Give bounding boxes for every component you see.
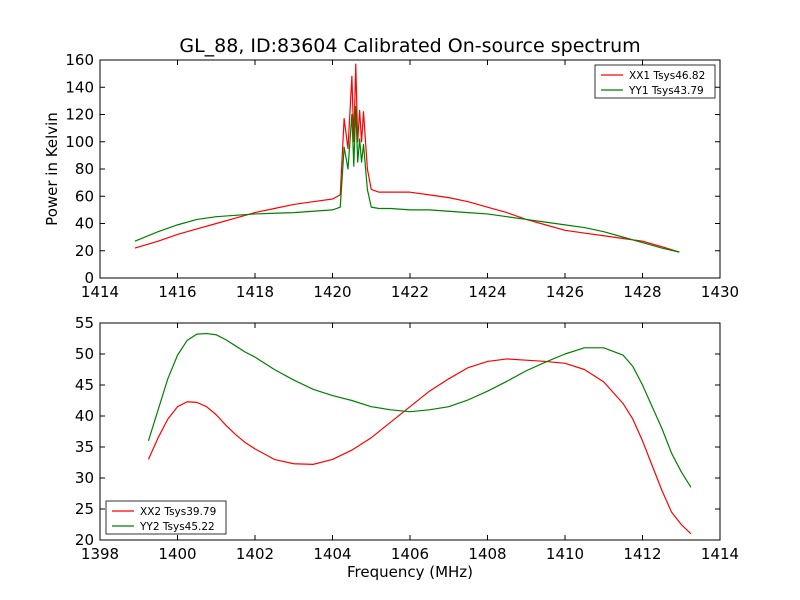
x-axis-label: Frequency (MHz) — [347, 563, 473, 581]
series-line-1-1 — [134, 63, 680, 253]
legend-entry: YY2 Tsys45.22 — [139, 521, 215, 533]
chart-title: GL_88, ID:83604 Calibrated On-source spe… — [179, 35, 640, 57]
y-tick-label: 100 — [65, 133, 94, 151]
y-tick-label: 160 — [65, 51, 94, 69]
legend: XX2 Tsys39.79 YY2 Tsys45.22 — [105, 500, 227, 535]
x-tick-label: 1430 — [701, 283, 739, 301]
y-tick-label: 80 — [75, 160, 94, 178]
series-line-2-1 — [147, 358, 692, 535]
x-tick-label: 1422 — [391, 283, 429, 301]
x-tick-label: 1420 — [313, 283, 351, 301]
y-axis-label: Power in Kelvin — [43, 112, 61, 226]
x-tick-label: 1412 — [623, 545, 661, 563]
y-tick-label: 0 — [84, 269, 94, 287]
x-tick-label: 1402 — [236, 545, 274, 563]
y-tick-label: 30 — [75, 469, 94, 487]
legend: XX1 Tsys46.82 YY1 Tsys43.79 — [594, 64, 716, 99]
y-tick-label: 120 — [65, 106, 94, 124]
y-tick-label: 55 — [75, 314, 94, 332]
x-tick-label: 1414 — [701, 545, 739, 563]
legend-box — [594, 64, 716, 99]
x-tick-label: 1418 — [236, 283, 274, 301]
y-tick-label: 45 — [75, 376, 94, 394]
x-tick-label: 1426 — [546, 283, 584, 301]
x-tick-label: 1428 — [623, 283, 661, 301]
y-tick-label: 40 — [75, 215, 94, 233]
y-tick-label: 50 — [75, 345, 94, 363]
series-line-2-2 — [147, 332, 692, 488]
y-tick-label: 35 — [75, 438, 94, 456]
y-tick-label: 60 — [75, 187, 94, 205]
chart-panel-2: 1398 1400 1402 1404 1406 1408 1410 1412 1414 20 25… — [75, 314, 739, 581]
x-tick-label: 1424 — [468, 283, 506, 301]
x-tick-label: 1408 — [468, 545, 506, 563]
y-tick-label: 25 — [75, 500, 94, 518]
series-line-1-2 — [134, 105, 680, 253]
x-tick-label: 1414 — [81, 283, 119, 301]
y-tick-label: 20 — [75, 531, 94, 549]
legend-entry: XX1 Tsys46.82 — [629, 70, 705, 82]
legend-entry: XX2 Tsys39.79 — [140, 506, 216, 518]
x-tick-label: 1404 — [313, 545, 351, 563]
legend-box — [105, 500, 227, 535]
legend-entry: YY1 Tsys43.79 — [628, 85, 704, 97]
x-tick-label: 1398 — [81, 545, 119, 563]
y-tick-label: 140 — [65, 78, 94, 96]
x-tick-label: 1406 — [391, 545, 429, 563]
x-tick-label: 1416 — [158, 283, 196, 301]
x-tick-label: 1410 — [546, 545, 584, 563]
x-tick-label: 1400 — [158, 545, 196, 563]
chart-panel-1: 1414 1416 1418 1420 1422 1424 1426 1428 1430 0 20 4… — [43, 35, 739, 301]
y-tick-label: 20 — [75, 242, 94, 260]
y-tick-label: 40 — [75, 407, 94, 425]
